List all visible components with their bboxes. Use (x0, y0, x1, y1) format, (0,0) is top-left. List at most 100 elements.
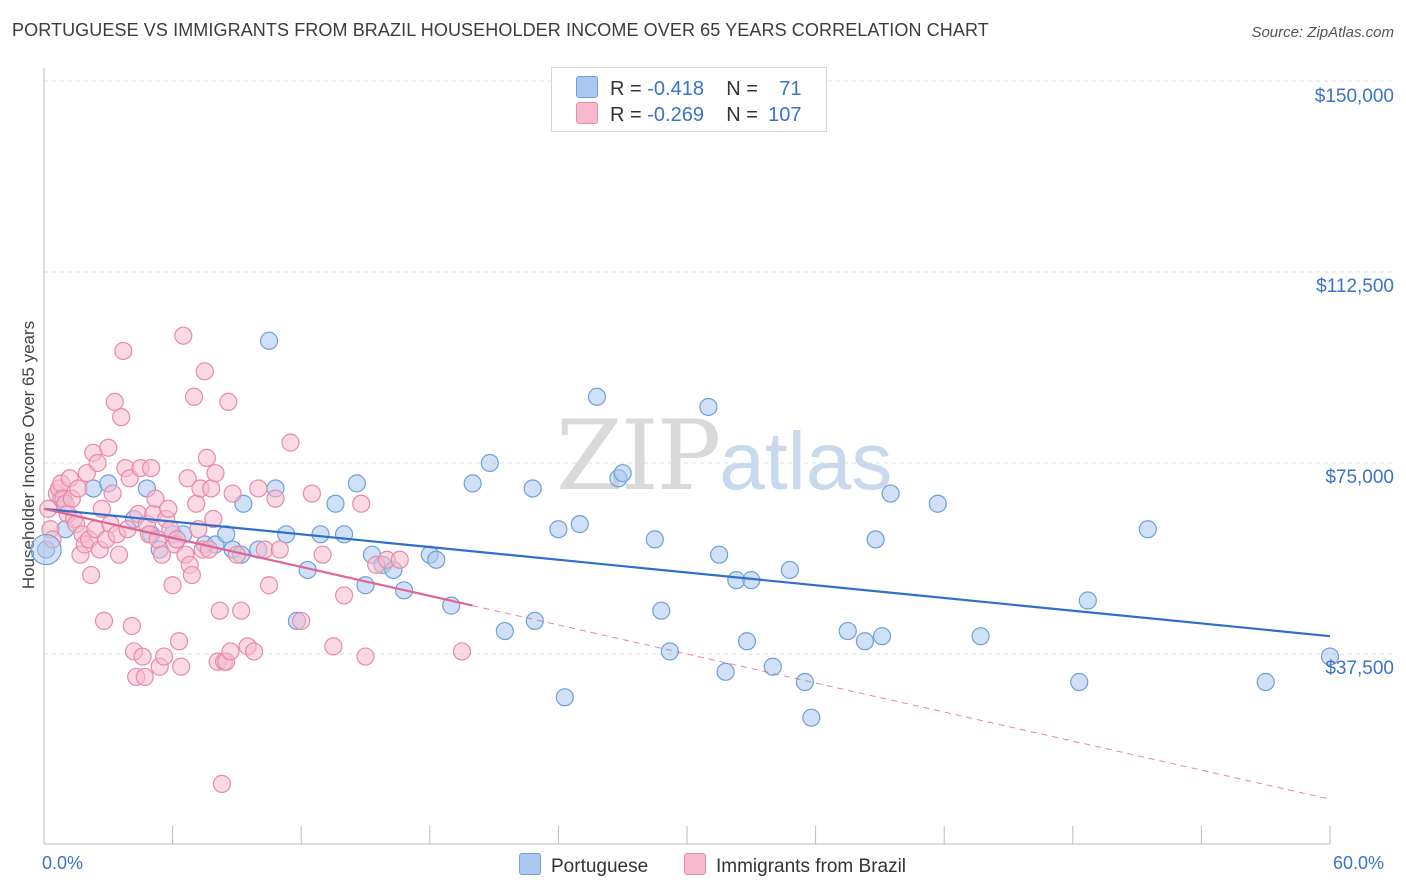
portuguese-point (872, 627, 892, 646)
portuguese-point (838, 621, 857, 641)
portuguese-point (480, 453, 499, 473)
brazil-point (94, 611, 114, 630)
portuguese-point (259, 331, 279, 350)
portuguese-point (334, 525, 354, 544)
legend-series-name: Immigrants from Brazil (716, 856, 907, 877)
portuguese-point (570, 515, 589, 534)
brazil-point (244, 642, 264, 661)
y-tick-label: $112,500 (1316, 276, 1394, 297)
watermark: ZIPatlas (556, 400, 892, 512)
portuguese-point (1138, 520, 1157, 539)
brazil-trend-line (43, 507, 473, 607)
brazil-point (324, 637, 343, 656)
brazil-point (313, 545, 332, 564)
portuguese-point (326, 494, 345, 513)
portuguese-point (699, 397, 718, 417)
portuguese-point (463, 474, 482, 493)
portuguese-point (881, 484, 900, 503)
brazil-point (270, 540, 289, 559)
brazil-point (390, 550, 409, 569)
brazil-point (210, 601, 229, 620)
brazil-point (206, 464, 225, 483)
brazil-point (202, 479, 221, 498)
legend-swatch-blue (576, 76, 598, 98)
brazil-point (172, 657, 191, 676)
brazil-point (133, 647, 152, 666)
legend-series-name: Portuguese (551, 856, 649, 877)
portuguese-point (1078, 591, 1097, 610)
brazil-point (182, 565, 201, 585)
brazil-trend-extension (472, 605, 1331, 800)
brazil-point (266, 489, 285, 508)
portuguese-point (1256, 672, 1275, 692)
brazil-point (356, 647, 375, 666)
chart-title: PORTUGUESE VS IMMIGRANTS FROM BRAZIL HOU… (12, 20, 989, 40)
portuguese-point (795, 672, 814, 692)
portuguese-point (802, 708, 821, 727)
brazil-point (221, 642, 240, 661)
portuguese-point (763, 657, 782, 676)
portuguese-point (652, 601, 671, 620)
watermark-zip: ZIP (556, 400, 721, 512)
brazil-point (154, 647, 174, 666)
legend-swatch-blue (519, 853, 541, 875)
y-tick-label: $37,500 (1325, 658, 1394, 679)
brazil-point (334, 586, 354, 605)
portuguese-point (347, 474, 367, 493)
brazil-point (302, 484, 322, 503)
legend-n-value: 107 (768, 104, 802, 126)
brazil-point (178, 469, 197, 488)
source-label: Source: ZipAtlas.com (1251, 24, 1394, 41)
legend-r-value: -0.418 (647, 78, 704, 100)
legend-swatch-pink (576, 102, 598, 124)
legend-swatch-pink (684, 853, 706, 875)
portuguese-point (1320, 647, 1340, 666)
portuguese-point (613, 464, 632, 483)
portuguese-point (928, 494, 947, 513)
brazil-point (169, 632, 189, 651)
legend-n-label: N = (726, 104, 758, 126)
y-tick-label: $150,000 (1314, 86, 1394, 107)
brazil-point (197, 448, 216, 468)
brazil-point (105, 392, 124, 411)
x-tick-label-max: 60.0% (1333, 853, 1385, 873)
brazil-point (88, 453, 107, 473)
portuguese-point (523, 479, 542, 498)
portuguese-point (710, 545, 729, 564)
brazil-point (163, 576, 182, 595)
brazil-point (146, 489, 165, 508)
legend-r-value: -0.269 (647, 104, 704, 126)
portuguese-trend-line (43, 507, 1331, 638)
brazil-point (114, 341, 133, 361)
brazil-point (135, 667, 154, 687)
brazil-point (187, 494, 206, 513)
brazil-point (195, 362, 214, 381)
legend-n-label: N = (726, 78, 758, 100)
portuguese-point (587, 387, 607, 406)
y-tick-label: $75,000 (1325, 467, 1394, 488)
brazil-point (99, 438, 118, 457)
brazil-point (184, 387, 204, 406)
brazil-point (142, 458, 161, 478)
portuguese-point (427, 550, 446, 569)
brazil-point (174, 326, 193, 345)
brazil-point (452, 642, 472, 661)
brazil-point (292, 611, 311, 630)
brazil-point (249, 479, 268, 498)
x-tick-label-min: 0.0% (42, 853, 84, 873)
portuguese-point (660, 642, 679, 661)
portuguese-point (525, 611, 544, 630)
watermark-atlas: atlas (719, 416, 893, 507)
brazil-point (159, 499, 178, 518)
brazil-point (109, 545, 129, 564)
legend-row-portuguese: R = -0.418 N = 71 (576, 76, 801, 101)
legend-n-value: 71 (779, 78, 802, 100)
stats-legend: R = -0.418 N = 71 R = -0.269 N = 107 (551, 67, 827, 132)
portuguese-point (30, 533, 62, 566)
brazil-point (204, 509, 223, 529)
bottom-legend-brazil: Immigrants from Brazil (684, 853, 906, 878)
portuguese-point (737, 632, 757, 651)
portuguese-point (555, 688, 574, 707)
brazil-point (259, 576, 279, 595)
